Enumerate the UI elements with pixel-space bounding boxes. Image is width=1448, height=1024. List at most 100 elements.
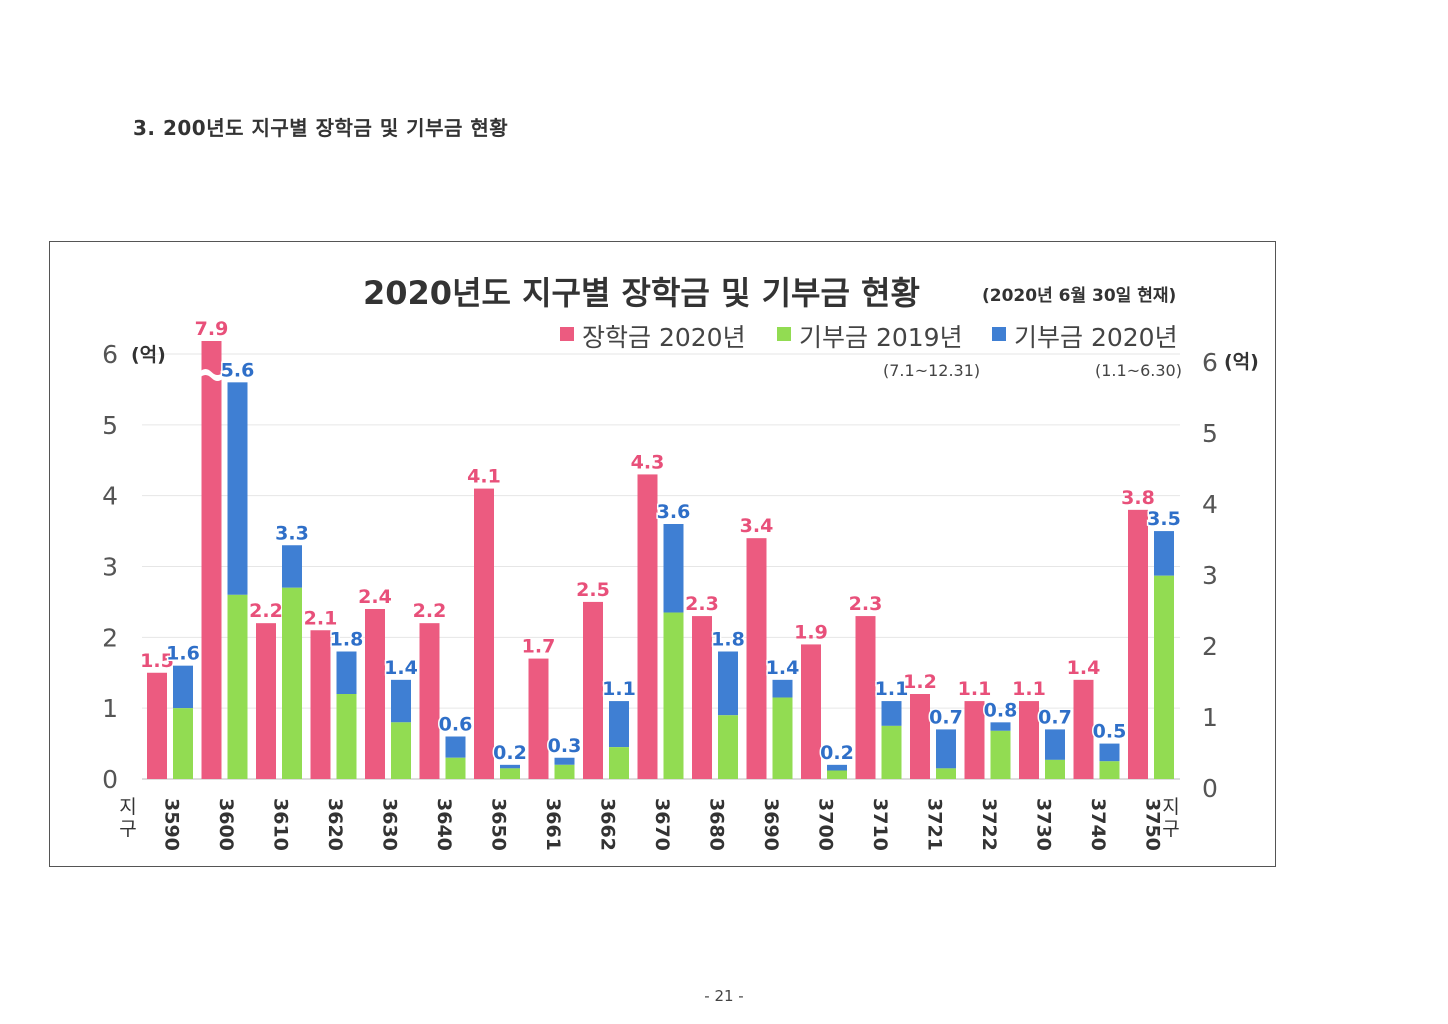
bar-donation-2020 bbox=[827, 764, 847, 771]
bar-donation-2020 bbox=[554, 757, 575, 765]
bar-donation-2020 bbox=[718, 651, 738, 716]
data-label-donation-2020: 3.6 bbox=[657, 501, 691, 523]
data-label-donation-2020: 0.2 bbox=[820, 742, 854, 764]
y-tick-label-left: 3 bbox=[102, 553, 118, 582]
y-axis-unit-left: (억) bbox=[131, 344, 166, 366]
bar-donation-2019 bbox=[1045, 759, 1065, 779]
bar-scholarship-2020 bbox=[528, 658, 549, 779]
legend-swatch bbox=[777, 327, 791, 341]
y-tick-label-left: 1 bbox=[102, 694, 118, 723]
bar-donation-2019 bbox=[554, 764, 575, 779]
x-tick-label: 3700 bbox=[814, 798, 836, 851]
bar-scholarship-2020 bbox=[419, 623, 440, 779]
data-label-scholarship-2020: 2.1 bbox=[304, 607, 338, 629]
x-tick-label: 3680 bbox=[705, 798, 727, 851]
y-tick-label-right: 4 bbox=[1202, 490, 1218, 519]
bar-donation-2020 bbox=[663, 524, 684, 613]
data-label-donation-2020: 1.1 bbox=[875, 678, 909, 700]
data-label-scholarship-2020: 4.1 bbox=[467, 466, 501, 488]
bar-scholarship-2020 bbox=[474, 488, 494, 779]
bar-scholarship-2020 bbox=[1128, 509, 1148, 779]
bar-donation-2020 bbox=[173, 665, 193, 709]
bar-donation-2020 bbox=[391, 679, 411, 723]
bar-chart: 0 1 2 3 4 5 6 (억) 0 1 2 3 4 5 6 (억) 2020년도 지구별 장학금 및 기부금… bbox=[102, 274, 1259, 851]
y-tick-label-right: 5 bbox=[1202, 419, 1218, 448]
data-label-donation-2020: 0.7 bbox=[1038, 706, 1072, 728]
legend-label: 기부금 2019년 bbox=[799, 323, 963, 352]
y-tick-label-left: 2 bbox=[102, 623, 118, 652]
x-tick-label: 3710 bbox=[869, 798, 891, 851]
data-label-donation-2020: 1.1 bbox=[602, 678, 636, 700]
bar-donation-2019 bbox=[500, 768, 520, 779]
bar-donation-2020 bbox=[609, 701, 629, 748]
bar-donation-2020 bbox=[282, 545, 302, 588]
bar-scholarship-2020 bbox=[964, 701, 985, 779]
bar-donation-2020 bbox=[772, 679, 793, 698]
x-tick-label: 3640 bbox=[433, 798, 455, 851]
legend-note: (1.1~6.30) bbox=[1095, 361, 1182, 380]
chart-title: 2020년도 지구별 장학금 및 기부금 현황 bbox=[363, 274, 920, 312]
y-tick-label-left: 0 bbox=[102, 765, 118, 794]
bar-donation-2019 bbox=[282, 587, 302, 779]
x-axis-name-left: 구 bbox=[119, 818, 136, 840]
y-tick-label-right: 3 bbox=[1202, 561, 1218, 590]
data-label-scholarship-2020: 1.1 bbox=[958, 678, 992, 700]
bar-scholarship-2020 bbox=[637, 474, 658, 779]
bar-donation-2020 bbox=[336, 651, 357, 694]
legend-label: 장학금 2020년 bbox=[582, 323, 746, 352]
data-label-donation-2020: 0.2 bbox=[493, 742, 527, 764]
x-tick-label: 3721 bbox=[923, 798, 945, 851]
x-tick-label: 3630 bbox=[378, 798, 400, 851]
legend-note: (7.1~12.31) bbox=[883, 361, 980, 380]
bar-donation-2019 bbox=[772, 697, 793, 779]
data-label-donation-2020: 0.3 bbox=[548, 735, 582, 757]
bar-scholarship-2020 bbox=[746, 538, 767, 779]
x-tick-label: 3590 bbox=[160, 798, 182, 851]
bar-scholarship-2020 bbox=[365, 609, 385, 779]
legend-swatch bbox=[560, 327, 574, 341]
bar-scholarship-2020 bbox=[801, 644, 821, 779]
bar-scholarship-2020 bbox=[147, 672, 167, 779]
x-tick-label: 3670 bbox=[651, 798, 673, 851]
x-tick-label: 3722 bbox=[978, 798, 1000, 851]
chart-subtitle: (2020년 6월 30일 현재) bbox=[982, 286, 1176, 306]
data-label-scholarship-2020: 1.1 bbox=[1012, 678, 1046, 700]
legend-swatch bbox=[992, 327, 1006, 341]
data-label-scholarship-2020: 1.5 bbox=[140, 650, 174, 672]
data-label-donation-2020: 1.8 bbox=[711, 629, 745, 651]
data-label-scholarship-2020: 4.3 bbox=[631, 451, 665, 473]
bar-donation-2019 bbox=[827, 770, 847, 779]
bar-donation-2020 bbox=[881, 701, 902, 726]
bar-donation-2019 bbox=[663, 612, 684, 779]
data-label-scholarship-2020: 2.4 bbox=[358, 586, 392, 608]
x-axis-name-right: 지 bbox=[1162, 796, 1179, 818]
bar-scholarship-2020 bbox=[310, 630, 331, 779]
x-tick-label: 3750 bbox=[1141, 798, 1163, 851]
bar-scholarship-2020 bbox=[692, 616, 712, 779]
data-label-donation-2020: 5.6 bbox=[221, 359, 255, 381]
x-tick-label: 3662 bbox=[596, 798, 618, 851]
y-tick-label-left: 4 bbox=[102, 482, 118, 511]
data-label-scholarship-2020: 2.5 bbox=[576, 579, 610, 601]
data-label-scholarship-2020: 1.4 bbox=[1067, 657, 1101, 679]
bar-scholarship-2020 bbox=[910, 694, 930, 779]
bar-scholarship-2020 bbox=[855, 616, 876, 779]
data-label-donation-2020: 0.8 bbox=[984, 699, 1018, 721]
x-tick-label: 3740 bbox=[1087, 798, 1109, 851]
bar-scholarship-2020 bbox=[1019, 701, 1039, 779]
data-label-scholarship-2020: 2.2 bbox=[249, 600, 283, 622]
bar-donation-2019 bbox=[881, 725, 902, 779]
chart-frame: 0 1 2 3 4 5 6 (억) 0 1 2 3 4 5 6 (억) 2020년도 지구별 장학금 및 기부금… bbox=[49, 241, 1276, 867]
bar-scholarship-2020 bbox=[256, 623, 276, 779]
legend-label: 기부금 2020년 bbox=[1014, 323, 1178, 352]
x-tick-label: 3690 bbox=[760, 798, 782, 851]
bar-donation-2020 bbox=[1154, 531, 1174, 576]
data-label-scholarship-2020: 1.7 bbox=[522, 636, 556, 658]
bar-donation-2020 bbox=[500, 764, 520, 769]
bar-break-mark bbox=[199, 369, 224, 381]
data-label-scholarship-2020: 2.2 bbox=[413, 600, 447, 622]
y-axis-unit-right: (억) bbox=[1224, 351, 1259, 373]
bar-scholarship-2020 bbox=[1073, 679, 1094, 779]
data-label-donation-2020: 1.4 bbox=[384, 657, 418, 679]
x-tick-label: 3620 bbox=[324, 798, 346, 851]
